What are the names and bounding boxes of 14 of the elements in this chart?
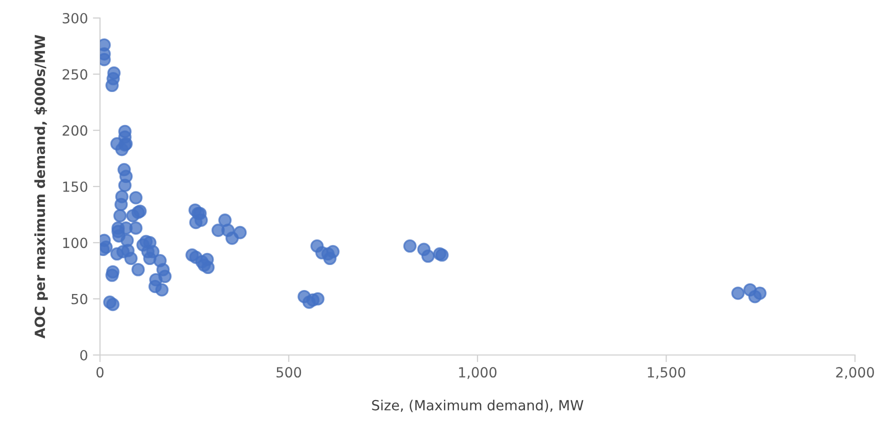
y-tick-label: 200 — [62, 125, 88, 136]
y-axis-title: AOC per maximum demand, $000s/MW — [34, 34, 48, 339]
x-tick-label: 0 — [96, 367, 104, 378]
y-tick-label: 150 — [63, 181, 88, 192]
x-tick-label: 1,500 — [648, 367, 686, 379]
y-tick-label: 300 — [62, 12, 88, 24]
y-tick-label: 50 — [72, 294, 88, 304]
x-axis-title: Size, (Maximum demand), MW — [372, 400, 584, 412]
x-tick-label: 1,000 — [459, 367, 496, 379]
y-tick-label: 100 — [63, 238, 88, 248]
x-tick-label: 500 — [276, 367, 302, 378]
y-tick-label: 0 — [80, 350, 88, 360]
y-tick-label: 250 — [62, 69, 88, 80]
x-tick-label: 2,000 — [836, 367, 874, 379]
